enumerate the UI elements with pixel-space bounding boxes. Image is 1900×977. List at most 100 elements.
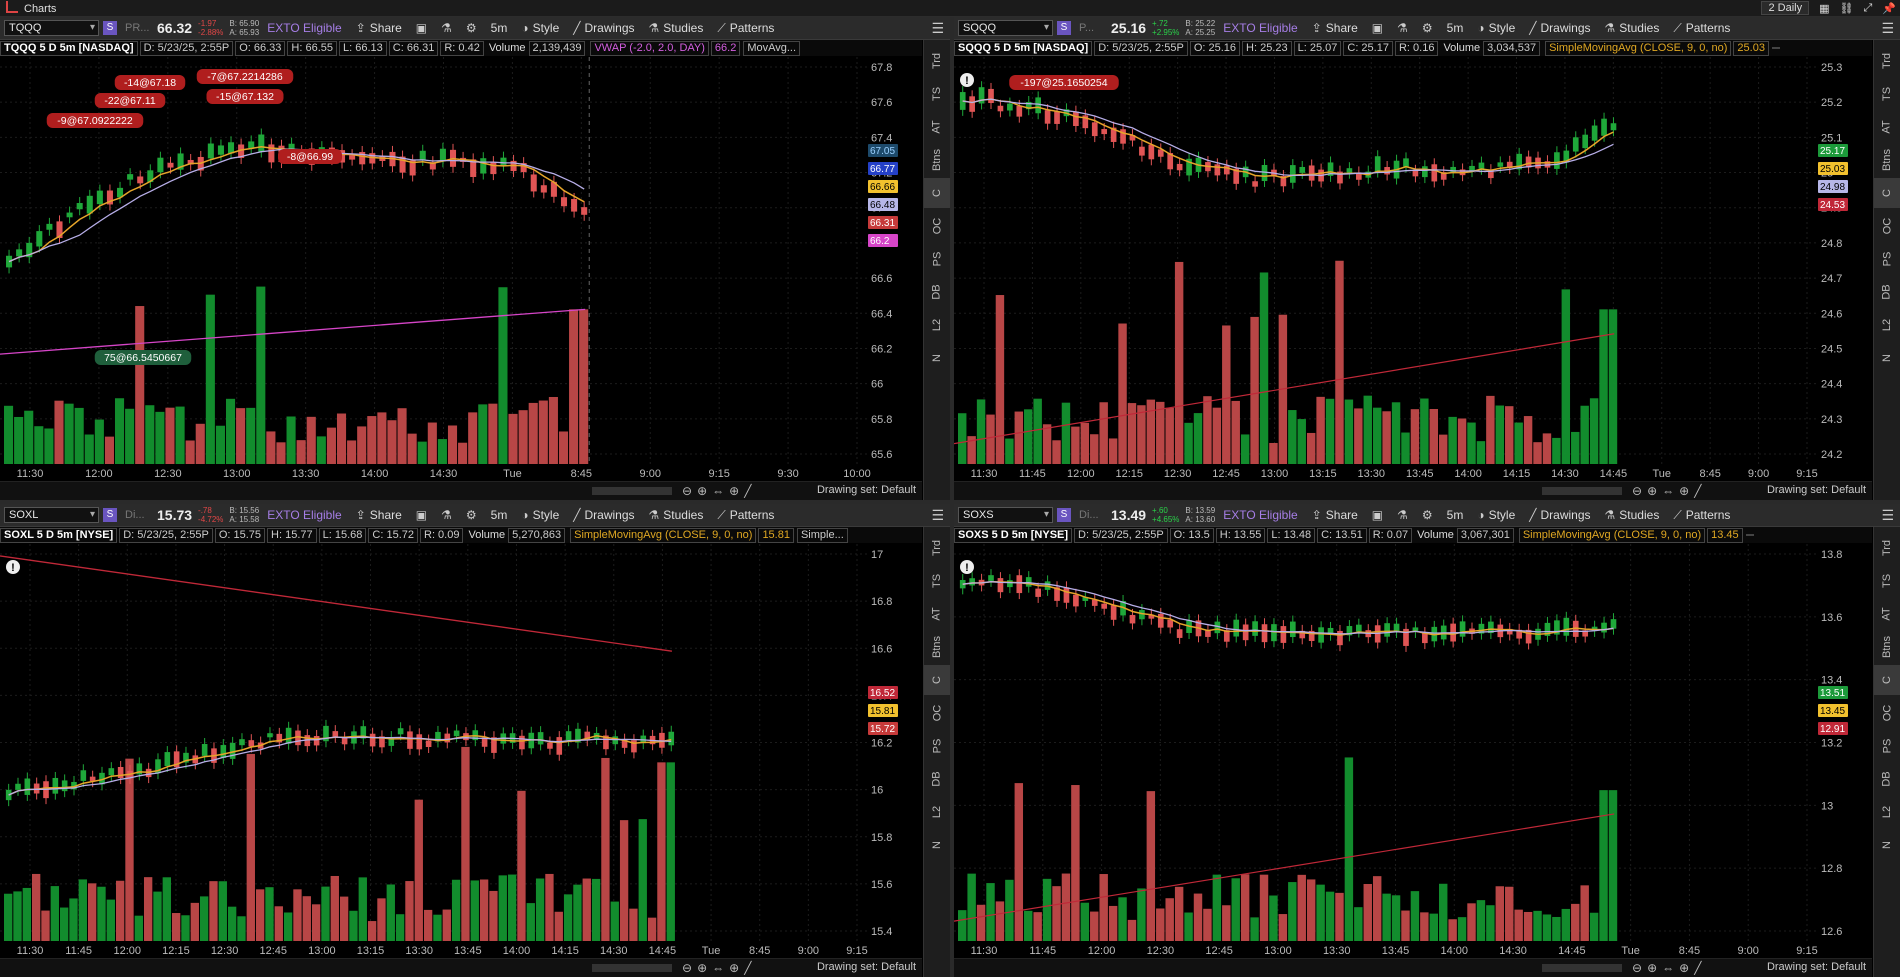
zoom-in-icon[interactable]: ⊕ — [697, 961, 713, 975]
symbol-input[interactable]: SOXS — [958, 507, 1053, 523]
side-tab-oc[interactable]: OC — [1874, 698, 1900, 728]
gear-button[interactable]: ⚙ — [466, 508, 477, 522]
drawings-button[interactable]: ╱ Drawings — [1529, 21, 1590, 35]
crosshair-icon[interactable]: ⊕ — [729, 961, 745, 975]
side-tab-ps[interactable]: PS — [924, 731, 950, 761]
study-label-2[interactable]: MovAvg... — [743, 40, 801, 56]
drawing-set-label[interactable]: Drawing set: Default — [816, 484, 916, 496]
hamburger-menu-icon[interactable]: ☰ — [931, 19, 944, 36]
style-button[interactable]: ◑ Style — [1477, 508, 1515, 522]
layout-selector[interactable]: 2 Daily — [1761, 1, 1810, 15]
pan-icon[interactable]: ⇔ — [712, 961, 730, 975]
panel-divider-horizontal[interactable] — [0, 500, 1900, 504]
hamburger-menu-icon[interactable]: ☰ — [1881, 19, 1894, 36]
side-tab-ps[interactable]: PS — [924, 244, 950, 274]
side-tab-n[interactable]: N — [1874, 343, 1900, 373]
studies-button[interactable]: ⚗ Studies — [649, 508, 704, 522]
chart-settings-button[interactable]: ▣ — [416, 21, 427, 35]
price-chart[interactable]: 13.8 13.6 13.4 13.2 13 12.8 12.6 11:30 11:45 12:0… — [954, 544, 1872, 959]
share-button[interactable]: ⇪ Share — [356, 508, 402, 522]
patterns-button[interactable]: ⟋ Patterns — [1673, 21, 1730, 36]
draw-line-icon[interactable]: ╱ — [1694, 484, 1707, 498]
patterns-button[interactable]: ⟋ Patterns — [717, 508, 774, 523]
symbol-input[interactable]: TQQQ — [4, 20, 99, 36]
crosshair-icon[interactable]: ⊕ — [729, 484, 745, 498]
chart-scrollbar[interactable] — [1542, 964, 1622, 972]
patterns-button[interactable]: ⟋ Patterns — [717, 21, 774, 36]
side-tab-db[interactable]: DB — [1874, 764, 1900, 794]
gear-button[interactable]: ⚙ — [466, 21, 477, 35]
share-button[interactable]: ⇪ Share — [1312, 21, 1358, 35]
crosshair-icon[interactable]: ⊕ — [1679, 484, 1695, 498]
price-chart[interactable]: 1716.816.616.416.21615.815.615.411:3011:… — [0, 544, 922, 959]
flask-button[interactable]: ⚗ — [441, 21, 452, 35]
gear-button[interactable]: ⚙ — [1422, 508, 1433, 522]
crosshair-icon[interactable]: ⊕ — [1679, 961, 1695, 975]
zoom-in-icon[interactable]: ⊕ — [1647, 484, 1663, 498]
side-tab-ps[interactable]: PS — [1874, 244, 1900, 274]
price-chart[interactable]: 67.867.667.467.26766.866.666.466.26665.8… — [0, 57, 922, 482]
study-label-2[interactable]: Simple... — [796, 527, 848, 543]
gear-button[interactable]: ⚙ — [1422, 21, 1433, 35]
strategy-s-button[interactable]: S — [103, 21, 117, 35]
side-tab-at[interactable]: AT — [924, 112, 950, 142]
hamburger-menu-icon[interactable]: ☰ — [931, 506, 944, 523]
studies-button[interactable]: ⚗ Studies — [1605, 508, 1660, 522]
zoom-in-icon[interactable]: ⊕ — [697, 484, 713, 498]
drawing-set-label[interactable]: Drawing set: Default — [816, 961, 916, 973]
side-tab-btns[interactable]: Btns — [1874, 145, 1900, 175]
side-tab-ps[interactable]: PS — [1874, 731, 1900, 761]
side-tab-c[interactable]: C — [924, 178, 950, 208]
side-tab-ts[interactable]: TS — [924, 79, 950, 109]
drawings-button[interactable]: ╱ Drawings — [573, 21, 634, 35]
side-tab-at[interactable]: AT — [924, 599, 950, 629]
chart-scrollbar[interactable] — [592, 487, 672, 495]
zoom-tools[interactable]: ⊖⊕⇔⊕╱ — [1632, 484, 1706, 498]
side-tab-db[interactable]: DB — [1874, 277, 1900, 307]
style-button[interactable]: ◑ Style — [1477, 21, 1515, 35]
expand-icon[interactable]: ⤢ — [1863, 1, 1873, 14]
style-button[interactable]: ◑ Style — [521, 21, 559, 35]
zoom-tools[interactable]: ⊖⊕⇔⊕╱ — [1632, 961, 1706, 975]
side-tab-oc[interactable]: OC — [924, 211, 950, 241]
side-tab-n[interactable]: N — [924, 830, 950, 860]
side-tab-db[interactable]: DB — [924, 277, 950, 307]
studies-button[interactable]: ⚗ Studies — [1605, 21, 1660, 35]
side-tab-ts[interactable]: TS — [924, 566, 950, 596]
timeframe-selector[interactable]: 5m — [490, 508, 508, 522]
timeframe-selector[interactable]: 5m — [490, 21, 508, 35]
zoom-tools[interactable]: ⊖⊕⇔⊕╱ — [682, 484, 756, 498]
strategy-s-button[interactable]: S — [1057, 21, 1071, 35]
side-tab-oc[interactable]: OC — [924, 698, 950, 728]
strategy-s-button[interactable]: S — [103, 508, 117, 522]
panel-divider-vertical[interactable] — [950, 17, 954, 977]
side-tab-btns[interactable]: Btns — [924, 145, 950, 175]
side-tab-trd[interactable]: Trd — [1874, 46, 1900, 76]
strategy-s-button[interactable]: S — [1057, 508, 1071, 522]
study-label[interactable]: SimpleMovingAvg (CLOSE, 9, 0, no) — [570, 527, 757, 543]
drawing-set-label[interactable]: Drawing set: Default — [1766, 961, 1866, 973]
study-label-2[interactable] — [1745, 534, 1754, 536]
side-tab-ts[interactable]: TS — [1874, 79, 1900, 109]
timeframe-selector[interactable]: 5m — [1446, 21, 1464, 35]
study-label[interactable]: SimpleMovingAvg (CLOSE, 9, 0, no) — [1545, 40, 1732, 56]
price-chart[interactable]: 25.325.225.12524.924.824.724.624.524.424… — [954, 57, 1872, 482]
draw-line-icon[interactable]: ╱ — [1694, 961, 1707, 975]
pan-icon[interactable]: ⇔ — [1662, 484, 1680, 498]
style-button[interactable]: ◑ Style — [521, 508, 559, 522]
symbol-input[interactable]: SQQQ — [958, 20, 1053, 36]
zoom-out-icon[interactable]: ⊖ — [682, 484, 698, 498]
zoom-out-icon[interactable]: ⊖ — [682, 961, 698, 975]
draw-line-icon[interactable]: ╱ — [744, 484, 757, 498]
timeframe-selector[interactable]: 5m — [1446, 508, 1464, 522]
side-tab-l2[interactable]: L2 — [924, 797, 950, 827]
link-icon[interactable]: ⛓ — [1839, 2, 1854, 15]
side-tab-l2[interactable]: L2 — [1874, 310, 1900, 340]
pan-icon[interactable]: ⇔ — [712, 484, 730, 498]
flask-button[interactable]: ⚗ — [441, 508, 452, 522]
hamburger-menu-icon[interactable]: ☰ — [1881, 506, 1894, 523]
draw-line-icon[interactable]: ╱ — [744, 961, 757, 975]
symbol-input[interactable]: SOXL — [4, 507, 99, 523]
side-tab-trd[interactable]: Trd — [924, 533, 950, 563]
side-tab-c[interactable]: C — [924, 665, 950, 695]
